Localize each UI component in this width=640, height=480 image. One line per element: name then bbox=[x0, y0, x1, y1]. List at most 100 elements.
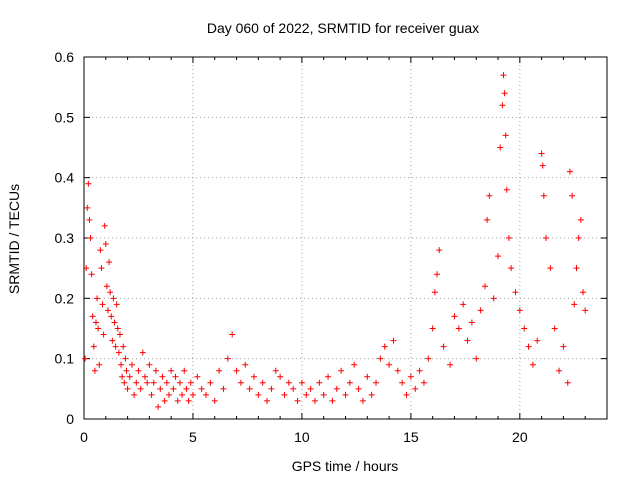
data-point bbox=[99, 301, 106, 308]
data-point bbox=[473, 355, 480, 362]
data-point bbox=[490, 295, 497, 302]
data-point bbox=[355, 385, 362, 392]
data-point bbox=[84, 204, 91, 211]
data-point bbox=[477, 307, 484, 314]
data-point bbox=[98, 265, 105, 272]
data-point bbox=[447, 361, 454, 368]
data-point bbox=[516, 307, 523, 314]
data-point bbox=[157, 385, 164, 392]
data-point bbox=[172, 373, 179, 380]
data-point bbox=[325, 373, 332, 380]
data-point bbox=[114, 325, 121, 332]
data-point bbox=[83, 265, 90, 272]
data-point bbox=[101, 222, 108, 229]
data-point bbox=[521, 325, 528, 332]
data-point bbox=[303, 391, 310, 398]
data-point bbox=[556, 367, 563, 374]
data-point bbox=[434, 271, 441, 278]
data-point bbox=[111, 319, 118, 326]
data-point bbox=[407, 373, 414, 380]
data-point bbox=[161, 397, 168, 404]
data-point bbox=[109, 337, 116, 344]
data-point bbox=[580, 289, 587, 296]
data-point bbox=[107, 289, 114, 296]
data-point bbox=[529, 361, 536, 368]
data-point bbox=[250, 373, 257, 380]
data-point bbox=[560, 343, 567, 350]
data-point bbox=[89, 313, 96, 320]
data-point bbox=[577, 216, 584, 223]
axis-ticks bbox=[83, 56, 607, 420]
data-point bbox=[451, 313, 458, 320]
data-point bbox=[163, 379, 170, 386]
data-point bbox=[575, 235, 582, 241]
data-point bbox=[128, 361, 135, 368]
data-point bbox=[311, 397, 318, 404]
y-tick-label: 0.1 bbox=[55, 351, 75, 367]
data-point bbox=[174, 397, 181, 404]
x-tick-label: 15 bbox=[403, 429, 419, 445]
data-point bbox=[255, 391, 262, 398]
data-point bbox=[194, 373, 201, 380]
x-tick-label: 10 bbox=[294, 429, 310, 445]
data-point bbox=[539, 162, 546, 169]
data-point bbox=[185, 397, 192, 404]
data-point bbox=[440, 343, 447, 350]
data-point bbox=[113, 301, 120, 308]
data-point bbox=[538, 150, 545, 157]
y-axis-label: SRMTID / TECUs bbox=[6, 184, 22, 294]
data-point bbox=[307, 385, 314, 392]
data-point bbox=[455, 325, 462, 332]
data-point bbox=[564, 379, 571, 386]
data-point bbox=[106, 259, 113, 266]
data-point bbox=[95, 325, 102, 332]
data-point bbox=[431, 289, 438, 296]
y-tick-label: 0 bbox=[66, 411, 74, 427]
data-point bbox=[87, 235, 94, 241]
data-point bbox=[229, 331, 236, 338]
data-point bbox=[412, 385, 419, 392]
data-point bbox=[346, 379, 353, 386]
data-point bbox=[165, 391, 172, 398]
data-point bbox=[168, 367, 175, 374]
data-point bbox=[294, 397, 301, 404]
x-tick-label: 5 bbox=[189, 429, 197, 445]
data-point bbox=[108, 313, 115, 320]
data-point bbox=[198, 385, 205, 392]
data-point bbox=[220, 385, 227, 392]
x-tick-label: 20 bbox=[512, 429, 528, 445]
data-point bbox=[155, 403, 162, 410]
data-point bbox=[329, 397, 336, 404]
data-point bbox=[150, 379, 157, 386]
data-point bbox=[90, 343, 97, 350]
data-point bbox=[429, 325, 436, 332]
data-point bbox=[416, 367, 423, 374]
data-point bbox=[377, 355, 384, 362]
data-point bbox=[499, 102, 506, 109]
data-point bbox=[333, 385, 340, 392]
data-point bbox=[152, 367, 159, 374]
data-point bbox=[233, 367, 240, 374]
data-point bbox=[146, 361, 153, 368]
data-point bbox=[390, 337, 397, 344]
data-point bbox=[224, 355, 231, 362]
data-point bbox=[92, 319, 99, 326]
data-point bbox=[115, 349, 122, 356]
data-point bbox=[187, 379, 194, 386]
data-point bbox=[420, 379, 427, 386]
data-point bbox=[285, 379, 292, 386]
data-point bbox=[464, 337, 471, 344]
data-point bbox=[497, 144, 504, 151]
data-point bbox=[547, 265, 554, 272]
data-point bbox=[373, 379, 380, 386]
data-point bbox=[359, 397, 366, 404]
x-tick-label: 0 bbox=[80, 429, 88, 445]
data-point bbox=[110, 295, 117, 302]
y-tick-label: 0.5 bbox=[55, 109, 75, 125]
data-point bbox=[505, 235, 512, 241]
data-point bbox=[394, 367, 401, 374]
y-tick-label: 0.6 bbox=[55, 49, 75, 65]
data-point bbox=[88, 271, 95, 278]
data-point bbox=[96, 361, 103, 368]
